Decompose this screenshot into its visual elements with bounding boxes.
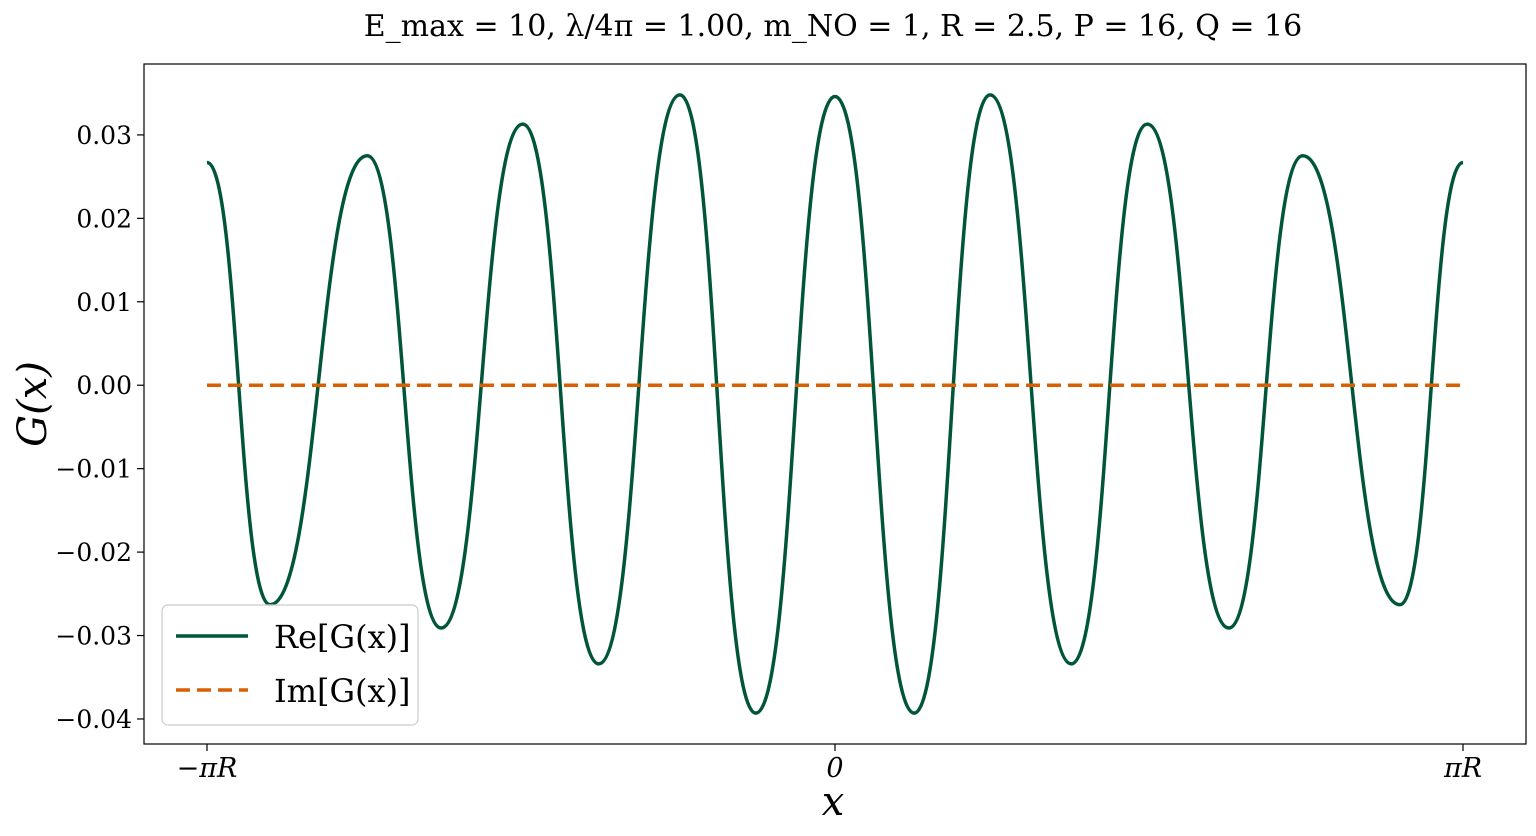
x-axis-label: x	[822, 779, 845, 825]
x-tick-label: 0	[826, 753, 843, 784]
y-tick-label: −0.02	[55, 538, 132, 567]
series-layer	[206, 93, 1464, 715]
y-tick-label: −0.04	[55, 705, 132, 734]
legend-label-im: Im[G(x)]	[274, 672, 411, 710]
series-line-re	[206, 93, 1464, 715]
y-tick-label: 0.03	[76, 121, 132, 150]
legend-label-re: Re[G(x)]	[274, 618, 411, 656]
y-tick-label: −0.01	[55, 455, 132, 484]
x-axis: −πR 0 πR	[177, 744, 1482, 784]
chart-title: E_max = 10, λ/4π = 1.00, m_NO = 1, R = 2…	[364, 9, 1302, 44]
y-tick-label: 0.02	[76, 204, 132, 233]
y-tick-label: 0.00	[76, 371, 132, 400]
x-tick-label: πR	[1443, 753, 1482, 784]
y-axis: 0.03 0.02 0.01 0.00 −0.01 −0.02 −0.03 −0.04	[55, 121, 144, 734]
x-tick-label: −πR	[177, 753, 238, 784]
legend: Re[G(x)] Im[G(x)]	[161, 604, 419, 726]
y-tick-label: 0.01	[76, 288, 132, 317]
y-axis-label: G(x)	[10, 361, 56, 447]
y-tick-label: −0.03	[55, 622, 132, 651]
